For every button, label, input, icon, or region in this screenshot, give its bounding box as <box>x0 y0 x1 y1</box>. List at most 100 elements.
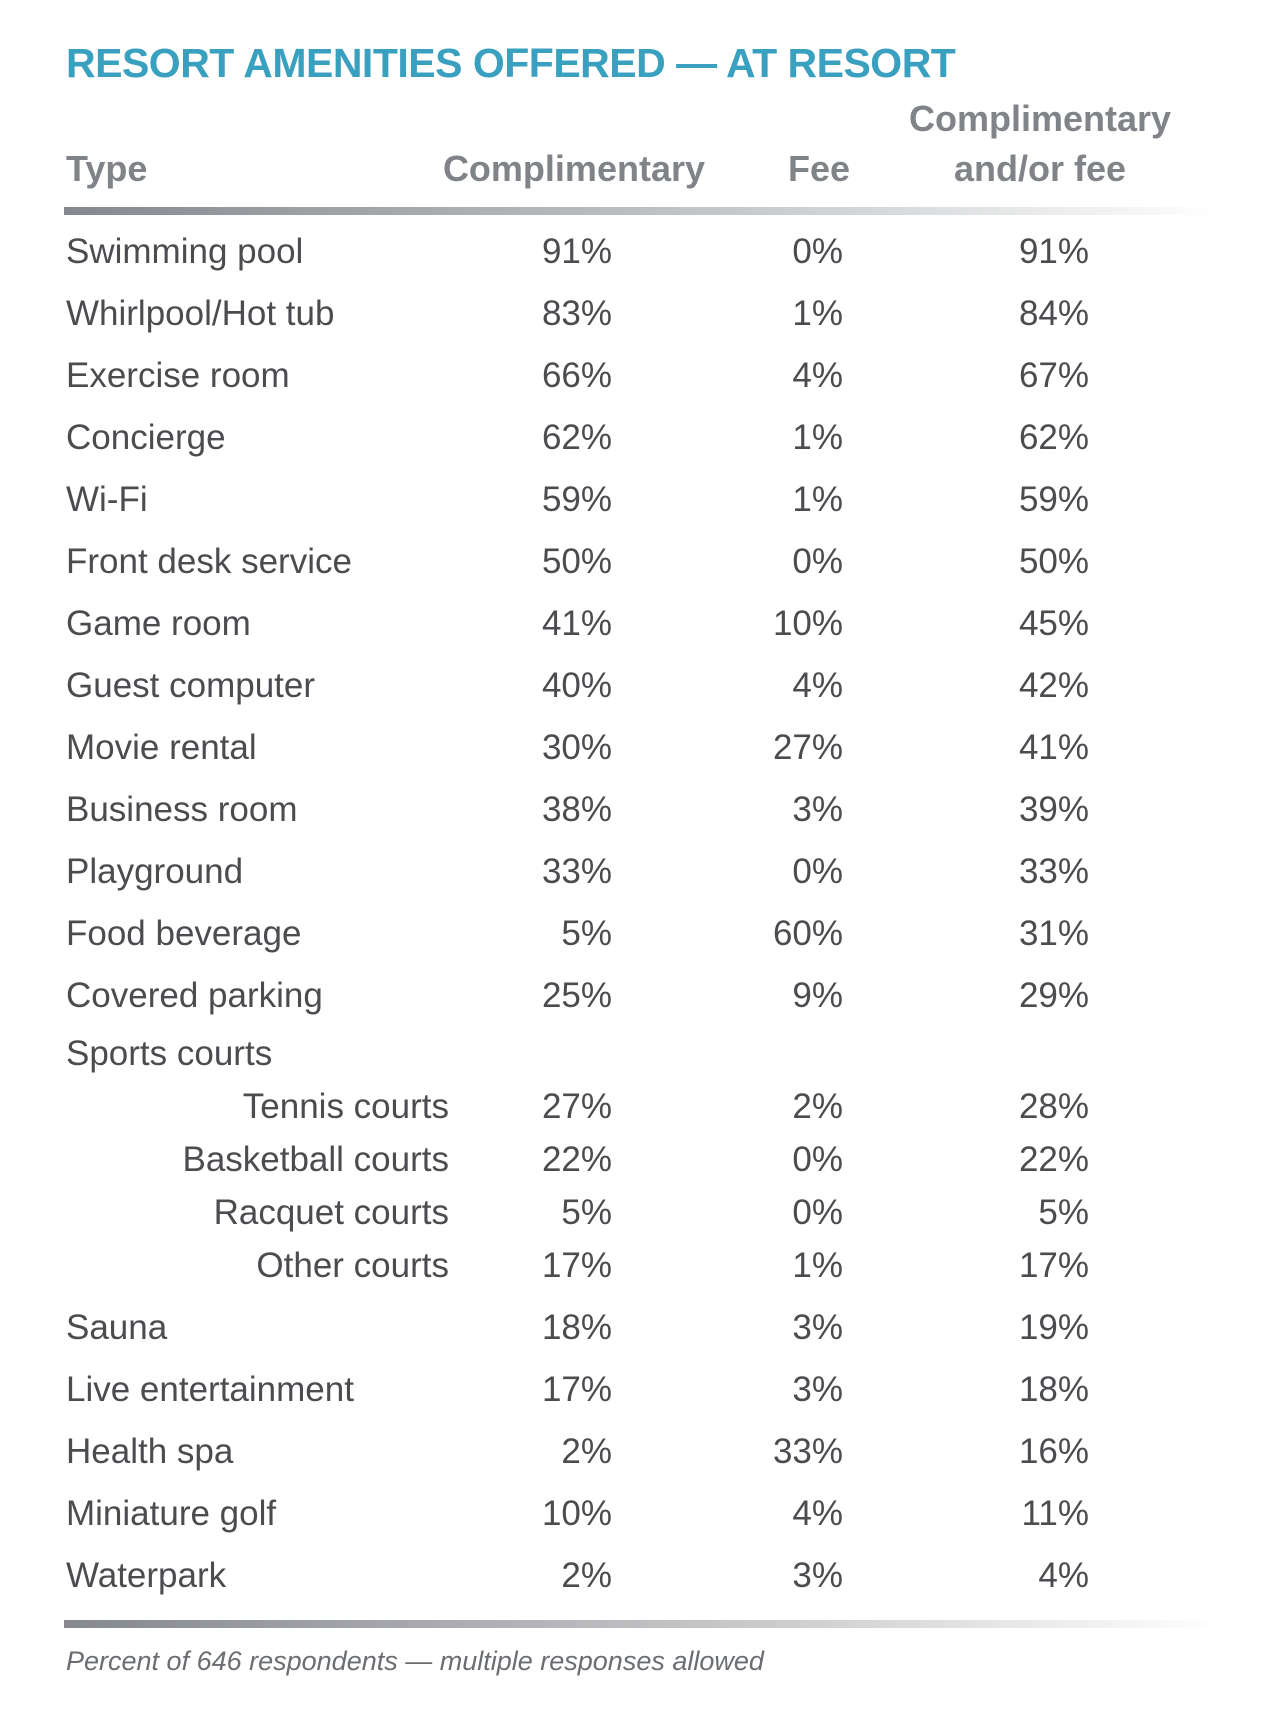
complimentary-value: 83% <box>541 294 612 333</box>
complimentary-value: 10% <box>541 1494 612 1533</box>
table-row: Health spa 2% 33% 16% <box>0 1432 1275 1482</box>
row-label: Miniature golf <box>66 1494 277 1533</box>
fee-value: 1% <box>792 1246 843 1285</box>
complimentary-value: 25% <box>541 976 612 1015</box>
complimentary-value: 33% <box>541 852 612 891</box>
fee-value: 3% <box>792 790 843 829</box>
row-label: Basketball courts <box>182 1140 449 1179</box>
fee-value: 4% <box>792 666 843 705</box>
fee-value: 33% <box>772 1432 843 1471</box>
row-label: Tennis courts <box>242 1087 449 1126</box>
table-row: Live entertainment 17% 3% 18% <box>0 1370 1275 1420</box>
both-value: 50% <box>1018 542 1089 581</box>
table-row: Wi-Fi 59% 1% 59% <box>0 480 1275 530</box>
fee-value: 3% <box>792 1308 843 1347</box>
table-row: Tennis courts 27% 2% 28% <box>0 1087 1275 1137</box>
complimentary-value: 91% <box>541 232 612 271</box>
header-both-line2: and/or fee <box>953 148 1127 189</box>
header-type: Type <box>66 148 148 189</box>
both-value: 67% <box>1018 356 1089 395</box>
both-value: 45% <box>1018 604 1089 643</box>
row-label: Whirlpool/Hot tub <box>66 294 335 333</box>
row-label: Live entertainment <box>66 1370 354 1409</box>
row-label: Game room <box>66 604 251 643</box>
row-label: Business room <box>66 790 298 829</box>
both-value: 59% <box>1018 480 1089 519</box>
table-row: Basketball courts 22% 0% 22% <box>0 1140 1275 1190</box>
fee-value: 4% <box>792 356 843 395</box>
both-value: 42% <box>1018 666 1089 705</box>
fee-value: 60% <box>772 914 843 953</box>
fee-value: 4% <box>792 1494 843 1533</box>
complimentary-value: 41% <box>541 604 612 643</box>
complimentary-value: 59% <box>541 480 612 519</box>
both-value: 31% <box>1018 914 1089 953</box>
fee-value: 0% <box>792 1140 843 1179</box>
table-row: Waterpark 2% 3% 4% <box>0 1556 1275 1606</box>
header-fee: Fee <box>787 148 850 189</box>
row-label: Waterpark <box>66 1556 227 1595</box>
row-label: Front desk service <box>66 542 352 581</box>
complimentary-value: 17% <box>541 1246 612 1285</box>
table-row: Racquet courts 5% 0% 5% <box>0 1193 1275 1243</box>
complimentary-value: 38% <box>541 790 612 829</box>
footnote: Percent of 646 respondents — multiple re… <box>66 1646 764 1676</box>
fee-value: 27% <box>772 728 843 767</box>
row-label: Concierge <box>66 418 226 457</box>
table-row: Movie rental 30% 27% 41% <box>0 728 1275 778</box>
fee-value: 9% <box>792 976 843 1015</box>
row-label: Sauna <box>66 1308 168 1347</box>
both-value: 62% <box>1018 418 1089 457</box>
fee-value: 3% <box>792 1370 843 1409</box>
both-value: 4% <box>1038 1556 1089 1595</box>
table-row: Sauna 18% 3% 19% <box>0 1308 1275 1358</box>
fee-value: 1% <box>792 294 843 333</box>
table-row: Playground 33% 0% 33% <box>0 852 1275 902</box>
header-rule <box>64 207 1219 215</box>
both-value: 29% <box>1018 976 1089 1015</box>
row-label: Health spa <box>66 1432 234 1471</box>
complimentary-value: 30% <box>541 728 612 767</box>
row-label: Guest computer <box>66 666 315 705</box>
fee-value: 10% <box>772 604 843 643</box>
table-row: Game room 41% 10% 45% <box>0 604 1275 654</box>
table-row: Other courts 17% 1% 17% <box>0 1246 1275 1296</box>
complimentary-value: 62% <box>541 418 612 457</box>
table-title: RESORT AMENITIES OFFERED — AT RESORT <box>66 40 956 86</box>
row-label: Playground <box>66 852 244 891</box>
table-row: Guest computer 40% 4% 42% <box>0 666 1275 716</box>
complimentary-value: 17% <box>541 1370 612 1409</box>
fee-value: 2% <box>792 1087 843 1126</box>
complimentary-value: 66% <box>541 356 612 395</box>
both-value: 91% <box>1018 232 1089 271</box>
table-row: Concierge 62% 1% 62% <box>0 418 1275 468</box>
row-label: Exercise room <box>66 356 290 395</box>
table-row: Food beverage 5% 60% 31% <box>0 914 1275 964</box>
complimentary-value: 27% <box>541 1087 612 1126</box>
both-value: 19% <box>1018 1308 1089 1347</box>
row-label: Movie rental <box>66 728 257 767</box>
table-row: Miniature golf 10% 4% 11% <box>0 1494 1275 1544</box>
complimentary-value: 18% <box>541 1308 612 1347</box>
complimentary-value: 2% <box>561 1556 612 1595</box>
fee-value: 0% <box>792 232 843 271</box>
both-value: 11% <box>1021 1494 1089 1533</box>
footer-rule <box>64 1620 1219 1628</box>
table-row: Whirlpool/Hot tub 83% 1% 84% <box>0 294 1275 344</box>
complimentary-value: 2% <box>561 1432 612 1471</box>
fee-value: 0% <box>792 542 843 581</box>
both-value: 17% <box>1018 1246 1089 1285</box>
row-label: Other courts <box>256 1246 449 1285</box>
both-value: 16% <box>1018 1432 1089 1471</box>
row-label: Wi-Fi <box>66 480 148 519</box>
fee-value: 0% <box>792 852 843 891</box>
complimentary-value: 5% <box>561 914 612 953</box>
complimentary-value: 22% <box>541 1140 612 1179</box>
complimentary-value: 40% <box>541 666 612 705</box>
fee-value: 0% <box>792 1193 843 1232</box>
fee-value: 3% <box>792 1556 843 1595</box>
both-value: 5% <box>1038 1193 1089 1232</box>
table-row: Business room 38% 3% 39% <box>0 790 1275 840</box>
both-value: 41% <box>1018 728 1089 767</box>
